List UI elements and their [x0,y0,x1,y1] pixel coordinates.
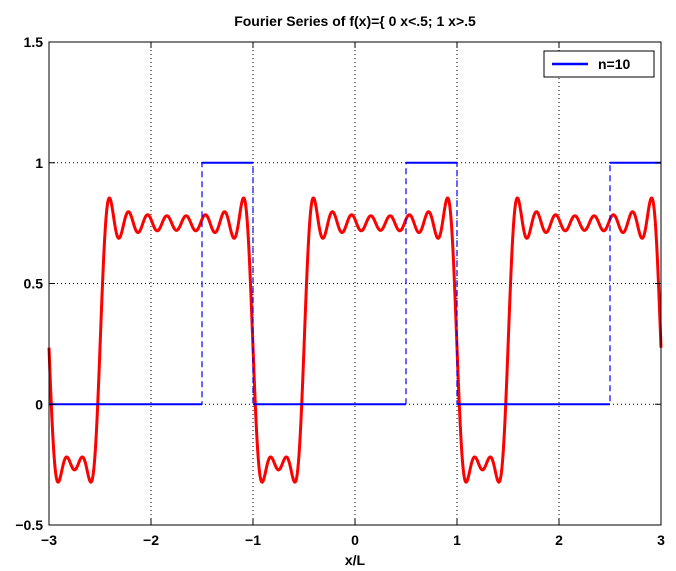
legend: n=10 [543,50,655,78]
x-tick-label: 2 [555,532,563,548]
series-layer [47,161,663,484]
ticks: −3 −2 −1 0 1 2 3 −0.5 0 0.5 1 1.5 [15,34,665,548]
x-tick-label: −1 [245,532,261,548]
y-tick-label: 0 [35,396,43,412]
legend-label: n=10 [598,56,631,72]
y-tick-label: 1.5 [24,34,44,50]
x-tick-label: 3 [657,532,665,548]
y-tick-label: 1 [35,155,43,171]
x-tick-label: 0 [351,532,359,548]
series-line-square-wave [49,162,661,405]
x-tick-label: −2 [143,532,159,548]
x-axis-label: x/L [345,552,366,568]
y-tick-label: −0.5 [15,517,43,533]
x-tick-label: −3 [41,532,57,548]
chart-title: Fourier Series of f(x)={ 0 x<.5; 1 x>.5 [234,13,476,29]
x-tick-label: 1 [453,532,461,548]
grid [49,42,661,525]
y-tick-label: 0.5 [24,276,44,292]
series-line-fourier [47,196,663,484]
